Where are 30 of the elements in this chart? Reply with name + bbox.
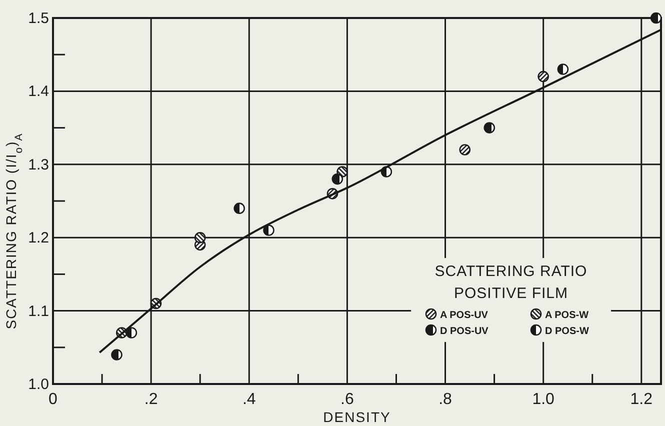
x-tick-label: .4	[242, 391, 256, 408]
y-tick-label: 1.0	[28, 376, 49, 393]
x-tick-label: 1.0	[532, 391, 555, 408]
y-tick-label: 1.1	[28, 302, 49, 320]
point	[194, 232, 206, 244]
x-tick-label: .8	[438, 391, 452, 408]
point	[538, 70, 549, 82]
point	[650, 12, 662, 24]
y-tick-label: 1.5	[28, 10, 49, 27]
y-tick-label: 1.2	[28, 230, 49, 247]
x-tick-label: 0	[48, 391, 58, 408]
point	[234, 202, 245, 214]
point	[111, 349, 122, 360]
legend-label: A POS-W	[545, 310, 590, 321]
legend-label: D POS-W	[545, 326, 590, 337]
legend-label: D POS-UV	[440, 326, 489, 337]
y-tick-label: 1.3	[28, 156, 49, 174]
y-tick-label: 1.4	[28, 83, 49, 100]
x-tick-label: .6	[340, 391, 354, 408]
point	[263, 224, 274, 236]
point	[126, 327, 138, 338]
x-tick-label: .2	[144, 391, 158, 408]
x-tick-label: 1.2	[630, 391, 653, 408]
point	[557, 64, 569, 75]
point	[332, 173, 344, 185]
legend-title: SCATTERING RATIO POSITIVE FILM	[434, 263, 588, 302]
point	[484, 122, 496, 134]
x-axis-title: DENSITY	[323, 409, 391, 425]
legend-label: A POS-UV	[440, 310, 488, 321]
point	[459, 144, 471, 156]
